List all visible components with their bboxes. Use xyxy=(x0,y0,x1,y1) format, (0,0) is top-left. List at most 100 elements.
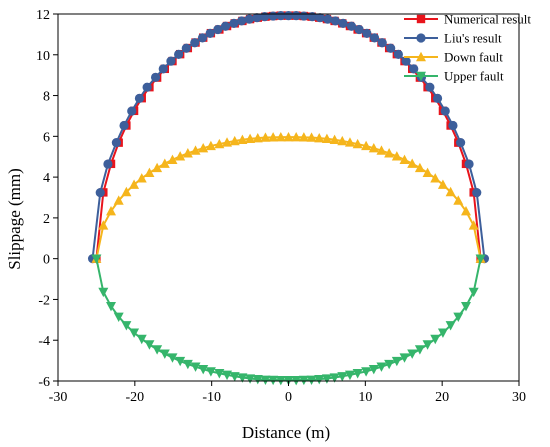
data-point xyxy=(174,49,184,59)
data-point xyxy=(407,349,418,359)
data-point xyxy=(448,120,458,131)
legend-label: Liu's result xyxy=(444,31,502,46)
x-axis-title: Distance (m) xyxy=(242,423,330,442)
data-point xyxy=(136,334,147,345)
data-point xyxy=(472,188,482,198)
data-point xyxy=(437,328,448,338)
data-point xyxy=(414,345,425,355)
data-point xyxy=(129,328,140,338)
data-point xyxy=(369,33,380,43)
data-point xyxy=(237,373,248,383)
data-point xyxy=(113,312,124,322)
data-point xyxy=(323,14,333,24)
data-point xyxy=(214,138,225,149)
data-point xyxy=(361,367,372,377)
data-point xyxy=(244,14,254,24)
data-point xyxy=(222,370,233,381)
data-point xyxy=(354,24,364,35)
data-point xyxy=(121,321,132,331)
data-point xyxy=(468,220,479,230)
data-point xyxy=(453,312,464,322)
data-point xyxy=(460,205,471,216)
data-point xyxy=(314,132,325,143)
data-point xyxy=(127,106,137,116)
y-tick-label: 10 xyxy=(36,49,50,64)
data-point xyxy=(376,145,387,155)
data-point xyxy=(314,374,325,385)
data-point xyxy=(213,24,223,35)
data-point xyxy=(129,179,140,189)
data-point xyxy=(344,137,355,147)
x-tick-label: 30 xyxy=(512,390,526,405)
data-point xyxy=(175,151,186,161)
data-point xyxy=(205,28,215,38)
data-point xyxy=(150,72,161,83)
x-tick-label: 10 xyxy=(358,390,372,405)
data-point xyxy=(283,11,294,21)
data-point xyxy=(376,362,387,372)
legend-item: Numerical result xyxy=(404,12,531,27)
data-point xyxy=(445,321,456,331)
data-point xyxy=(460,301,471,312)
data-point xyxy=(393,49,403,59)
data-point xyxy=(260,132,271,142)
y-tick-label: -2 xyxy=(38,293,50,308)
data-point xyxy=(198,142,209,153)
data-point xyxy=(111,138,121,148)
y-tick-label: 8 xyxy=(43,90,50,105)
data-point xyxy=(399,154,410,164)
data-point xyxy=(338,18,348,28)
data-point xyxy=(245,374,256,384)
x-tick-label: -30 xyxy=(49,390,68,405)
data-point xyxy=(337,135,348,146)
data-point xyxy=(283,131,294,142)
data-point xyxy=(260,375,271,385)
data-point xyxy=(103,159,113,169)
legend-marker xyxy=(416,51,426,62)
data-point xyxy=(291,11,301,21)
data-point xyxy=(252,374,263,385)
data-point xyxy=(98,220,109,230)
y-tick-label: 2 xyxy=(43,212,50,227)
data-point xyxy=(268,375,279,386)
data-point xyxy=(276,11,286,21)
data-point xyxy=(368,364,379,375)
data-point xyxy=(205,140,216,151)
data-point xyxy=(329,373,340,383)
data-point xyxy=(106,205,117,216)
legend-item: Upper fault xyxy=(404,69,504,84)
data-point xyxy=(298,375,309,386)
data-point xyxy=(391,151,402,161)
data-point xyxy=(142,82,152,92)
data-point xyxy=(377,38,387,48)
series-layer xyxy=(87,11,490,386)
data-point xyxy=(291,131,302,142)
data-point xyxy=(134,93,145,104)
data-point xyxy=(181,43,191,53)
data-point xyxy=(321,133,332,143)
data-point xyxy=(425,82,435,92)
legend-item: Liu's result xyxy=(404,31,502,46)
data-point xyxy=(384,359,395,370)
data-point xyxy=(229,18,239,28)
y-tick-label: 4 xyxy=(43,171,50,186)
legend-label: Down fault xyxy=(444,50,503,65)
data-point xyxy=(432,93,443,104)
legend-label: Upper fault xyxy=(444,69,504,84)
data-point xyxy=(214,369,225,379)
data-point xyxy=(362,28,372,38)
data-point xyxy=(275,131,286,142)
y-tick-label: 6 xyxy=(43,130,50,145)
data-point xyxy=(368,142,379,153)
data-point xyxy=(166,56,176,66)
x-tick-label: -20 xyxy=(125,390,144,405)
data-point xyxy=(229,135,240,146)
data-point xyxy=(321,374,332,384)
data-point xyxy=(136,173,147,183)
y-tick-label: 0 xyxy=(43,253,50,268)
legend-label: Numerical result xyxy=(444,12,531,27)
data-point xyxy=(222,137,233,147)
data-point xyxy=(409,64,419,74)
data-point xyxy=(190,362,201,372)
